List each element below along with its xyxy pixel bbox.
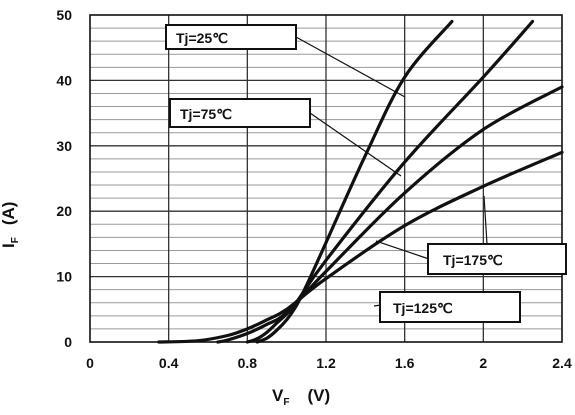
x-axis-title: VF (V) (272, 386, 330, 408)
x-tick-label: 1.6 (395, 355, 415, 371)
x-tick-labels: 0 0.4 0.8 1.2 1.6 2 2.4 (86, 355, 572, 371)
label-tj175: Tj=175℃ (427, 243, 567, 275)
x-tick-label: 2.4 (552, 355, 572, 371)
label-tj125: Tj=125℃ (379, 291, 521, 323)
label-leaders (295, 36, 488, 307)
leader-line (375, 240, 430, 260)
y-axis-title: IF(A) (0, 202, 21, 248)
y-tick-label: 20 (56, 203, 72, 219)
curve-series-3 (157, 150, 564, 344)
label-tj25: Tj=25℃ (165, 24, 297, 50)
label-tj75-text: Tj=75℃ (180, 106, 232, 122)
x-tick-label: 0 (86, 355, 94, 371)
x-tick-label: 1.2 (316, 355, 336, 371)
label-tj75: Tj=75℃ (169, 98, 311, 128)
y-tick-label: 30 (56, 138, 72, 154)
label-tj175-text: Tj=175℃ (443, 252, 503, 268)
y-tick-label: 50 (56, 7, 72, 23)
y-tick-label: 0 (64, 334, 72, 350)
y-tick-labels: 0 10 20 30 40 50 (56, 7, 72, 350)
major-grid (90, 15, 562, 342)
y-tick-label: 10 (56, 269, 72, 285)
x-tick-label: 2 (479, 355, 487, 371)
x-tick-label: 0.8 (238, 355, 258, 371)
leader-line (483, 195, 488, 245)
leader-line (295, 36, 406, 98)
y-tick-label: 40 (56, 72, 72, 88)
leader-line (309, 112, 402, 177)
curves (157, 19, 564, 344)
plot-frame (89, 14, 563, 343)
label-tj125-text: Tj=125℃ (393, 300, 453, 316)
label-tj25-text: Tj=25℃ (176, 30, 228, 46)
x-tick-label: 0.4 (159, 355, 179, 371)
